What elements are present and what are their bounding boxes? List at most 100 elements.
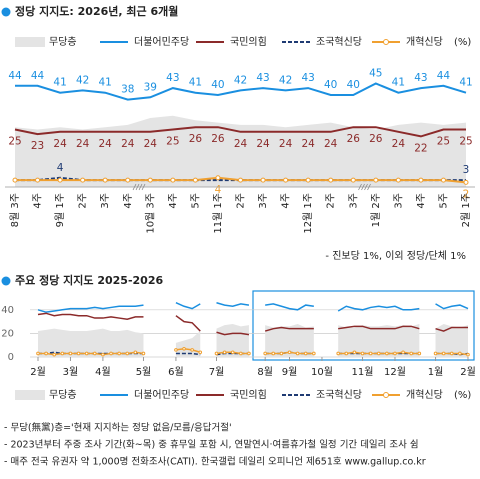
area (265, 323, 314, 357)
footnote: - 진보당 1%, 이외 정당/단체 1% (325, 250, 466, 262)
line (435, 326, 468, 332)
legend-label: 더불어민주당 (134, 36, 189, 48)
marker (441, 351, 446, 356)
axis-break (132, 183, 137, 191)
marker (393, 351, 397, 356)
data-label: 24 (392, 138, 406, 150)
legend-label: 조국혁신당 (316, 36, 362, 48)
data-label: 25 (166, 136, 179, 148)
data-label: 40 (211, 79, 224, 91)
data-label: 24 (99, 138, 113, 150)
title-bullet (1, 7, 11, 17)
x-tick-label: 8월 3주 (9, 193, 21, 227)
marker (263, 351, 267, 356)
x-tick-label: 11월 1주 (212, 193, 224, 234)
marker (305, 177, 311, 183)
marker (133, 350, 138, 355)
data-label: 24 (121, 138, 135, 150)
marker (287, 350, 292, 355)
data-label: 24 (256, 138, 270, 150)
marker (92, 351, 97, 356)
axis-break (135, 183, 140, 191)
marker (458, 351, 462, 356)
marker (141, 351, 146, 356)
x-tick-label: 2주 (236, 193, 247, 209)
data-label: 41 (53, 77, 66, 89)
legend-label: 국민의힘 (230, 389, 267, 401)
marker (376, 351, 381, 356)
x-tick-label: 10월 3주 (144, 193, 156, 234)
line (175, 347, 201, 354)
line (216, 301, 250, 308)
marker (117, 351, 121, 356)
data-label: 24 (234, 138, 248, 150)
x-tick-label: 5월 (136, 366, 152, 378)
x-tick-label: 5주 (190, 193, 201, 209)
note: - 무당(無黨)층='현재 지지하는 정당 없음/모름/응답거절' (4, 422, 232, 434)
marker (214, 351, 219, 356)
axis-break (358, 183, 362, 191)
marker (84, 351, 89, 356)
marker (352, 350, 357, 355)
marker (360, 351, 365, 356)
x-tick-label: 12월 (384, 366, 406, 378)
legend-label: 무당층 (49, 389, 77, 401)
marker (44, 351, 48, 356)
marker (147, 177, 153, 183)
axis-break (364, 183, 368, 191)
marker (190, 348, 194, 352)
marker (247, 351, 251, 356)
marker (401, 350, 405, 355)
legend-swatch (15, 390, 45, 400)
marker (466, 352, 470, 357)
x-tick-label: 3주 (100, 193, 111, 209)
marker (35, 177, 41, 183)
area (338, 323, 420, 357)
data-label: 4 (57, 162, 64, 174)
data-label: 24 (324, 138, 338, 150)
marker (440, 177, 446, 183)
x-tick-label: 4주 (416, 193, 427, 209)
marker (409, 351, 414, 356)
area (435, 323, 468, 357)
marker (312, 351, 316, 356)
marker (373, 177, 379, 183)
y-tick-label: 0 (8, 352, 14, 363)
marker (417, 351, 422, 356)
x-tick-label: 3주 (393, 193, 404, 209)
line (265, 303, 314, 311)
area (216, 323, 249, 357)
marker (418, 177, 424, 183)
data-label: 24 (53, 138, 67, 150)
marker (260, 177, 266, 183)
axis-break (361, 183, 365, 191)
x-tick-label: 9월 1주 (54, 193, 66, 227)
marker (198, 350, 203, 355)
legend-label: 조국혁신당 (316, 389, 362, 401)
marker (101, 352, 105, 357)
data-label: 42 (234, 74, 247, 86)
line (37, 312, 144, 321)
line (14, 126, 466, 138)
marker (215, 175, 221, 181)
axis-break (367, 183, 371, 191)
data-label: 42 (279, 74, 292, 86)
legend-label: 개혁신당 (406, 389, 443, 401)
data-label: 40 (324, 79, 337, 91)
data-label: 24 (76, 138, 90, 150)
legend-unit: (%) (454, 390, 471, 401)
marker (230, 350, 235, 355)
x-tick-label: 4주 (123, 193, 134, 209)
note: - 매주 전국 유권자 약 1,000명 전화조사(CATI). 한국갤럽 데일… (4, 456, 426, 468)
data-label: 25 (459, 136, 472, 148)
chart-title: 정당 지지도: 2026년, 최근 6개월 (15, 4, 178, 18)
data-label: 41 (189, 77, 202, 89)
x-tick-label: 2월 1주 (460, 193, 472, 227)
x-tick-label: 4주 (281, 193, 292, 209)
marker (279, 351, 284, 356)
data-label: 43 (166, 72, 179, 84)
line (337, 305, 420, 312)
marker (395, 177, 401, 183)
data-label: 26 (369, 133, 383, 145)
marker (80, 177, 86, 183)
